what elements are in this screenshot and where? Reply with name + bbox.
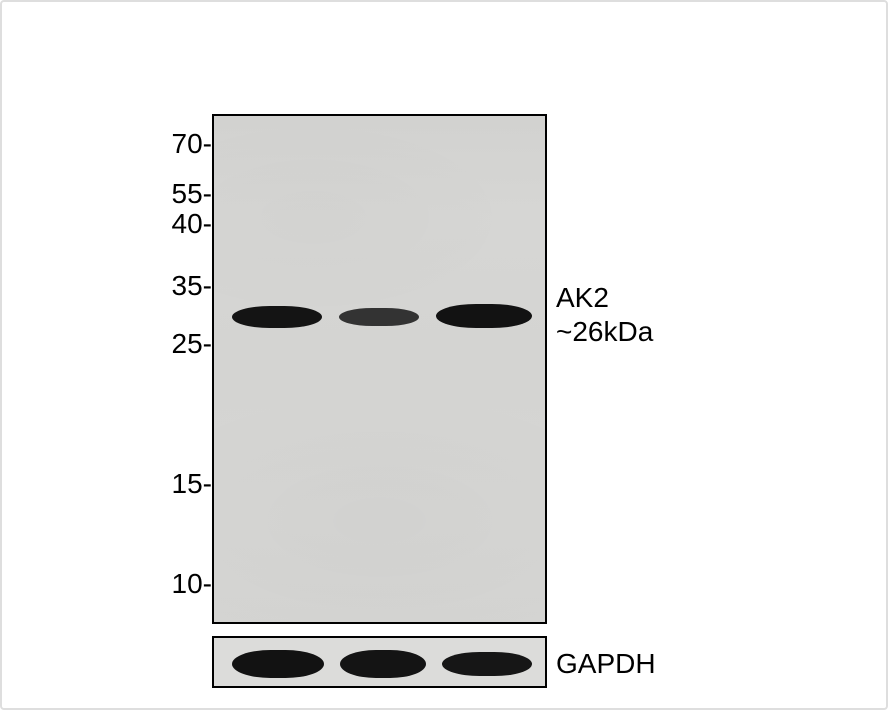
- western-blot-figure: A549 HL-60 HepG2 70- 55- 40- 35- 25- 15-…: [2, 2, 886, 708]
- gapdh-band-lane2: [340, 650, 426, 678]
- gapdh-band-lane3: [442, 652, 532, 676]
- mw-marker: 70-: [172, 130, 212, 158]
- mw-marker: 40-: [172, 210, 212, 238]
- gapdh-blot-panel: [212, 636, 547, 688]
- mw-marker: 15-: [172, 470, 212, 498]
- mw-label-26kda: ~26kDa: [556, 318, 653, 346]
- mw-marker: 35-: [172, 272, 212, 300]
- ak2-band-lane3: [436, 304, 532, 328]
- ak2-band-lane2: [339, 308, 419, 326]
- mw-marker: 10-: [172, 570, 212, 598]
- mw-marker: 55-: [172, 180, 212, 208]
- mw-markers-region: 70- 55- 40- 35- 25- 15- 10-: [2, 2, 212, 622]
- mw-marker: 25-: [172, 330, 212, 358]
- gapdh-band-lane1: [232, 650, 324, 678]
- protein-label-gapdh: GAPDH: [556, 650, 656, 678]
- ak2-band-lane1: [232, 306, 322, 328]
- main-blot-panel: [212, 114, 547, 624]
- protein-label-ak2: AK2: [556, 284, 609, 312]
